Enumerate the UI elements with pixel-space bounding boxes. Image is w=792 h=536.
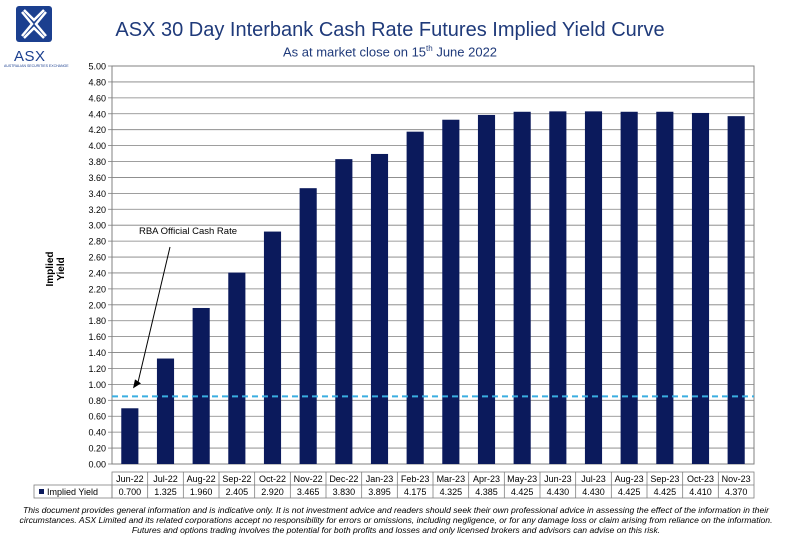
plot-area [111,65,755,465]
x-tick-label: Oct-23 [687,474,714,484]
y-tick-label: 2.80 [88,237,106,247]
chart-subtitle: As at market close on 15th June 2022 [100,44,680,59]
legend-swatch [39,489,44,494]
bar [156,358,175,464]
data-table-value: 4.410 [689,487,712,497]
x-tick-label: Jan-23 [366,474,394,484]
x-tick-label: Nov-22 [294,474,323,484]
x-tick-label: Apr-23 [473,474,500,484]
x-tick-label: Dec-22 [329,474,358,484]
y-tick-label: 3.40 [88,189,106,199]
data-table-value: 3.465 [297,487,320,497]
data-table-value: 4.325 [440,487,463,497]
logo-subtext: AUSTRALIAN SECURITIES EXCHANGE [4,64,69,68]
y-tick-label: 0.20 [88,444,106,454]
disclaimer: This document provides general informati… [19,505,773,535]
data-table-value: 4.425 [618,487,641,497]
x-tick-label: Jun-22 [116,474,144,484]
data-table-value: 1.325 [154,487,177,497]
asx-logo-icon [16,6,52,42]
y-tick-label: 0.40 [88,428,106,438]
bar [549,111,567,464]
bar [335,159,353,464]
x-tick-label: Jun-23 [544,474,572,484]
y-tick-label: 4.40 [88,109,106,119]
y-tick-label: 2.60 [88,253,106,263]
data-table-value: 4.430 [582,487,605,497]
bar [727,116,745,464]
y-tick-label: 2.00 [88,300,106,310]
y-tick-label: 4.60 [88,93,106,103]
data-table-value: 1.960 [190,487,213,497]
data-table-value: 2.920 [261,487,284,497]
y-tick-label: 1.60 [88,332,106,342]
x-tick-label: Oct-22 [259,474,286,484]
asx-logo: ASX AUSTRALIAN SECURITIES EXCHANGE [2,4,69,68]
data-table-value: 0.700 [119,487,142,497]
chart-title: ASX 30 Day Interbank Cash Rate Futures I… [115,19,665,41]
x-tick-label: Mar-23 [437,474,466,484]
x-tick-label: Sep-22 [222,474,251,484]
bar [656,111,674,465]
data-table-value: 2.405 [226,487,249,497]
annotation-arrow-line [137,246,171,383]
data-table-value: 4.430 [547,487,570,497]
y-tick-label: 3.80 [88,157,106,167]
y-tick-label: 3.60 [88,173,106,183]
reference-line-label: RBA Official Cash Rate [139,226,237,237]
data-table-value: 3.895 [368,487,391,497]
x-tick-label: Aug-22 [187,474,216,484]
y-tick-label: 4.80 [88,77,106,87]
y-tick-label: 2.20 [88,284,106,294]
y-tick-label: 0.60 [88,412,106,422]
bar [370,153,389,464]
bar [228,272,246,464]
bar [121,408,139,464]
x-tick-label: Jul-22 [153,474,178,484]
bar [192,307,210,464]
data-table-value: 4.175 [404,487,427,497]
bar [477,114,496,464]
y-tick-label: 4.20 [88,125,106,135]
y-tick-label: 1.40 [88,348,106,358]
x-tick-label: Feb-23 [401,474,430,484]
y-tick-label: 3.00 [88,221,106,231]
subtitle-prefix: As at market close on 15 [282,44,427,60]
data-table-value: 4.370 [725,487,748,497]
y-tick-label: 3.20 [88,205,106,215]
x-tick-label: Aug-23 [615,474,644,484]
y-tick-label: 0.00 [88,460,106,470]
data-table-value: 4.425 [511,487,534,497]
x-tick-label: May-23 [507,474,537,484]
data-table-value: 4.425 [654,487,677,497]
data-table-legend-cell [33,484,113,499]
bar [513,111,531,465]
yield-chart: 0.00 0.20 0.40 0.60 0.80 1.00 1.20 1.40 1.60 1.80… [33,62,755,499]
bar [691,112,710,465]
annotation-arrow-head [133,379,141,389]
y-tick-label: 5.00 [88,62,106,72]
subtitle-suffix: June 2022 [432,44,498,60]
x-tick-label: Jul-23 [581,474,606,484]
bar [299,188,317,464]
legend-label: Implied Yield [47,487,98,497]
y-tick-label: 0.80 [88,396,106,406]
bar [263,231,282,464]
y-tick-label: 4.00 [88,141,106,151]
y-tick-label: 2.40 [88,268,106,278]
subtitle-sup: th [426,44,433,53]
data-table-value: 3.830 [333,487,356,497]
logo-text: ASX [14,48,46,65]
bar [442,119,460,464]
y-tick-label: 1.80 [88,316,106,326]
data-table-value: 4.385 [475,487,498,497]
bar [406,131,424,465]
bar [620,111,638,465]
y-tick-label: 1.20 [88,364,106,374]
x-tick-label: Sep-23 [650,474,679,484]
x-tick-label: Nov-23 [722,474,751,484]
y-tick-label: 1.00 [88,380,106,390]
bar [584,111,603,464]
